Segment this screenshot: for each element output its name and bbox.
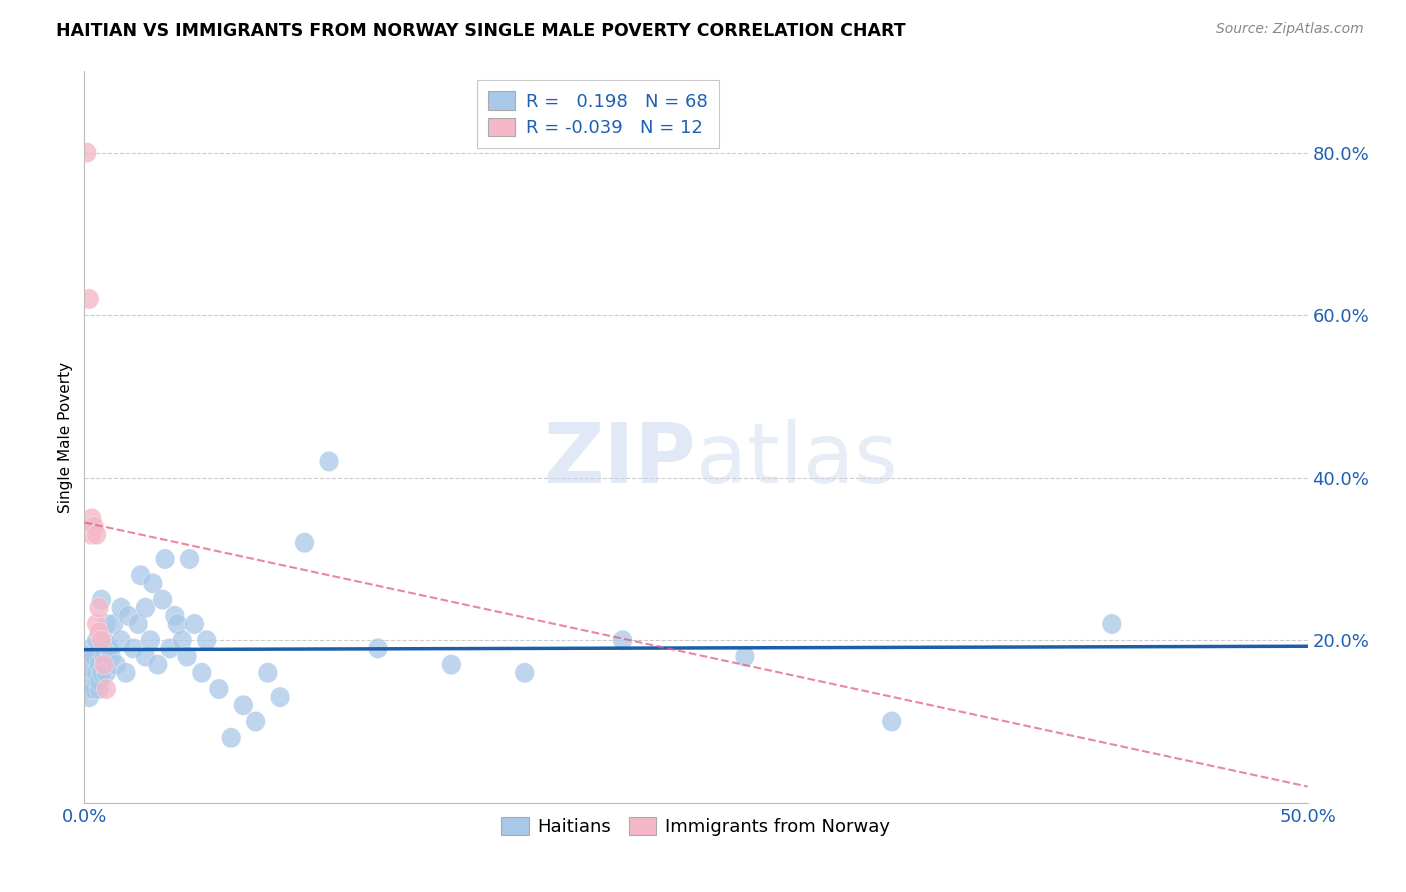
Text: atlas: atlas: [696, 418, 897, 500]
Ellipse shape: [94, 655, 114, 674]
Ellipse shape: [136, 598, 155, 618]
Y-axis label: Single Male Poverty: Single Male Poverty: [58, 361, 73, 513]
Ellipse shape: [82, 639, 101, 658]
Ellipse shape: [613, 630, 633, 650]
Ellipse shape: [80, 663, 98, 683]
Ellipse shape: [193, 663, 211, 683]
Ellipse shape: [131, 566, 150, 585]
Ellipse shape: [111, 630, 131, 650]
Ellipse shape: [111, 598, 131, 618]
Ellipse shape: [165, 606, 184, 626]
Ellipse shape: [160, 639, 180, 658]
Ellipse shape: [117, 663, 136, 683]
Ellipse shape: [80, 647, 98, 666]
Ellipse shape: [153, 590, 173, 610]
Text: Source: ZipAtlas.com: Source: ZipAtlas.com: [1216, 22, 1364, 37]
Ellipse shape: [82, 508, 101, 528]
Ellipse shape: [882, 712, 901, 731]
Ellipse shape: [124, 639, 143, 658]
Ellipse shape: [89, 671, 108, 691]
Ellipse shape: [128, 614, 148, 634]
Ellipse shape: [259, 663, 277, 683]
Ellipse shape: [155, 549, 174, 569]
Ellipse shape: [97, 663, 117, 683]
Text: HAITIAN VS IMMIGRANTS FROM NORWAY SINGLE MALE POVERTY CORRELATION CHART: HAITIAN VS IMMIGRANTS FROM NORWAY SINGLE…: [56, 22, 905, 40]
Ellipse shape: [209, 679, 229, 699]
Ellipse shape: [141, 630, 160, 650]
Ellipse shape: [89, 598, 108, 618]
Ellipse shape: [180, 549, 200, 569]
Ellipse shape: [368, 639, 388, 658]
Ellipse shape: [77, 143, 97, 162]
Ellipse shape: [82, 671, 101, 691]
Ellipse shape: [295, 533, 315, 553]
Ellipse shape: [84, 663, 104, 683]
Text: ZIP: ZIP: [544, 418, 696, 500]
Ellipse shape: [735, 647, 755, 666]
Ellipse shape: [82, 655, 101, 674]
Ellipse shape: [84, 679, 104, 699]
Ellipse shape: [104, 614, 124, 634]
Ellipse shape: [77, 663, 97, 683]
Ellipse shape: [441, 655, 461, 674]
Ellipse shape: [89, 622, 108, 642]
Ellipse shape: [246, 712, 266, 731]
Ellipse shape: [91, 630, 111, 650]
Ellipse shape: [1102, 614, 1122, 634]
Ellipse shape: [270, 687, 290, 707]
Ellipse shape: [91, 663, 111, 683]
Ellipse shape: [143, 574, 163, 593]
Ellipse shape: [97, 679, 117, 699]
Ellipse shape: [101, 647, 121, 666]
Ellipse shape: [91, 590, 111, 610]
Ellipse shape: [80, 687, 98, 707]
Ellipse shape: [515, 663, 534, 683]
Ellipse shape: [107, 655, 127, 674]
Ellipse shape: [177, 647, 197, 666]
Ellipse shape: [136, 647, 155, 666]
Ellipse shape: [80, 671, 98, 691]
Ellipse shape: [197, 630, 217, 650]
Ellipse shape: [94, 647, 114, 666]
Ellipse shape: [77, 679, 97, 699]
Ellipse shape: [173, 630, 193, 650]
Ellipse shape: [98, 639, 118, 658]
Ellipse shape: [84, 516, 104, 537]
Ellipse shape: [118, 606, 138, 626]
Ellipse shape: [87, 614, 107, 634]
Ellipse shape: [80, 289, 98, 310]
Ellipse shape: [82, 524, 101, 545]
Ellipse shape: [77, 655, 97, 674]
Ellipse shape: [87, 671, 107, 691]
Ellipse shape: [184, 614, 204, 634]
Ellipse shape: [82, 679, 101, 699]
Legend: Haitians, Immigrants from Norway: Haitians, Immigrants from Norway: [492, 807, 900, 845]
Ellipse shape: [319, 451, 339, 472]
Ellipse shape: [221, 728, 240, 747]
Ellipse shape: [87, 524, 107, 545]
Ellipse shape: [89, 655, 108, 674]
Ellipse shape: [97, 614, 117, 634]
Ellipse shape: [148, 655, 167, 674]
Ellipse shape: [94, 630, 114, 650]
Ellipse shape: [233, 695, 253, 715]
Ellipse shape: [87, 663, 107, 683]
Ellipse shape: [84, 647, 104, 666]
Ellipse shape: [87, 630, 107, 650]
Ellipse shape: [167, 614, 187, 634]
Ellipse shape: [89, 679, 108, 699]
